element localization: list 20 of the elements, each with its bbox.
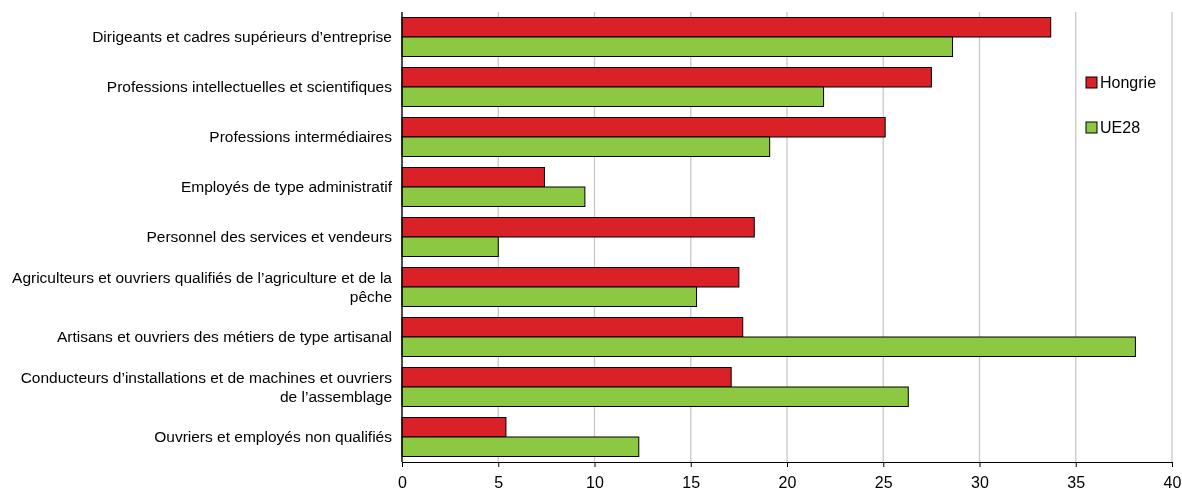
y-tick-label: Professions intellectuelles et scientifiques: [106, 78, 393, 96]
x-tick-label: 20: [778, 473, 797, 491]
x-tick-label: 0: [398, 473, 408, 491]
x-tick-label: 5: [494, 473, 504, 491]
y-tick-label: Artisans et ouvriers des métiers de type artisanal: [56, 328, 392, 346]
legend-label: Hongrie: [1100, 74, 1157, 91]
y-tick-label: Agriculteurs et ouvriers qualifiés de l’agriculture et de la pêche: [12, 268, 393, 305]
x-tick-label: 15: [682, 473, 701, 491]
y-tick-label: Dirigeants et cadres supérieurs d’entreprise: [92, 28, 392, 46]
y-tick-label: Employés de type administratif: [180, 178, 393, 196]
x-tick-label: 30: [971, 473, 989, 491]
x-tick-label: 35: [1067, 473, 1086, 491]
legend-label: UE28: [1100, 119, 1141, 136]
y-tick-label: Ouvriers et employés non qualifiés: [154, 428, 393, 446]
x-tick-label: 25: [874, 473, 893, 491]
x-tick-label: 10: [586, 473, 604, 491]
y-tick-label: Professions intermédiaires: [209, 128, 393, 146]
y-tick-label: Personnel des services et vendeurs: [146, 228, 393, 246]
x-tick-label: 40: [1163, 473, 1182, 491]
y-tick-label: Conducteurs d’installations et de machines et ouvriers de l’assemblage: [20, 368, 393, 405]
